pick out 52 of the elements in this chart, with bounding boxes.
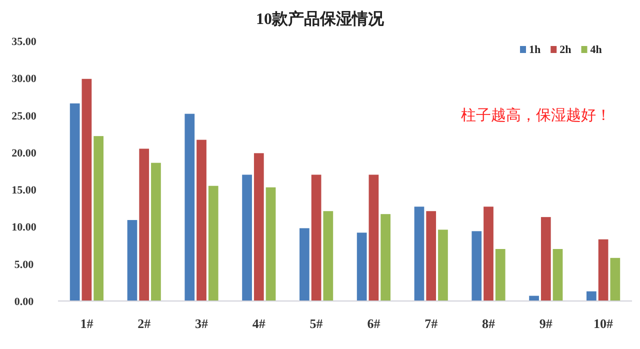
y-tick-label: 10.00 — [12, 222, 37, 234]
bar — [196, 140, 206, 301]
legend-label: 1h — [529, 44, 541, 56]
bar — [311, 174, 322, 301]
bar — [242, 174, 252, 301]
annotation: 柱子越高，保湿越好！ — [461, 106, 611, 124]
bar — [184, 114, 195, 301]
x-tick-label: 7# — [424, 316, 438, 331]
x-tick-label: 6# — [367, 316, 381, 331]
bar — [127, 220, 138, 301]
y-tick-label: 20.00 — [12, 147, 37, 160]
bar — [552, 249, 563, 301]
bar — [368, 174, 379, 301]
bar — [266, 187, 276, 301]
bar — [323, 211, 334, 301]
y-tick-label: 15.00 — [12, 184, 37, 197]
bar — [300, 228, 310, 301]
x-tick-label: 4# — [252, 316, 266, 331]
bar — [610, 258, 620, 301]
bar — [151, 162, 161, 301]
bar — [139, 148, 150, 301]
x-tick-label: 10# — [594, 316, 614, 331]
x-tick-label: 8# — [482, 316, 496, 331]
bar — [495, 249, 506, 301]
y-tick-label: 35.00 — [12, 36, 37, 48]
bar — [598, 239, 608, 301]
x-tick-label: 1# — [80, 316, 94, 331]
bar — [70, 103, 80, 301]
bar — [380, 214, 390, 301]
bar — [540, 217, 551, 301]
x-tick-label: 2# — [138, 316, 152, 331]
bar — [82, 78, 92, 301]
bar — [484, 206, 494, 301]
x-tick-label: 3# — [195, 316, 208, 331]
chart-title: 10款产品保湿情况 — [256, 10, 385, 28]
legend-label: 2h — [560, 44, 572, 56]
x-tick-label: 9# — [539, 316, 553, 331]
bar — [254, 153, 264, 301]
bar — [586, 291, 596, 301]
y-tick-label: 25.00 — [12, 110, 37, 122]
x-tick-label: 5# — [310, 316, 324, 331]
legend-label: 4h — [590, 44, 602, 56]
bar — [356, 232, 367, 301]
bar — [438, 230, 448, 301]
bar — [414, 206, 424, 301]
bar — [472, 231, 482, 301]
bar — [426, 211, 436, 301]
y-tick-label: 5.00 — [14, 258, 34, 271]
bar — [94, 136, 104, 301]
y-tick-label: 30.00 — [12, 73, 37, 86]
y-tick-label: 0.00 — [14, 296, 34, 308]
bar — [208, 186, 218, 301]
